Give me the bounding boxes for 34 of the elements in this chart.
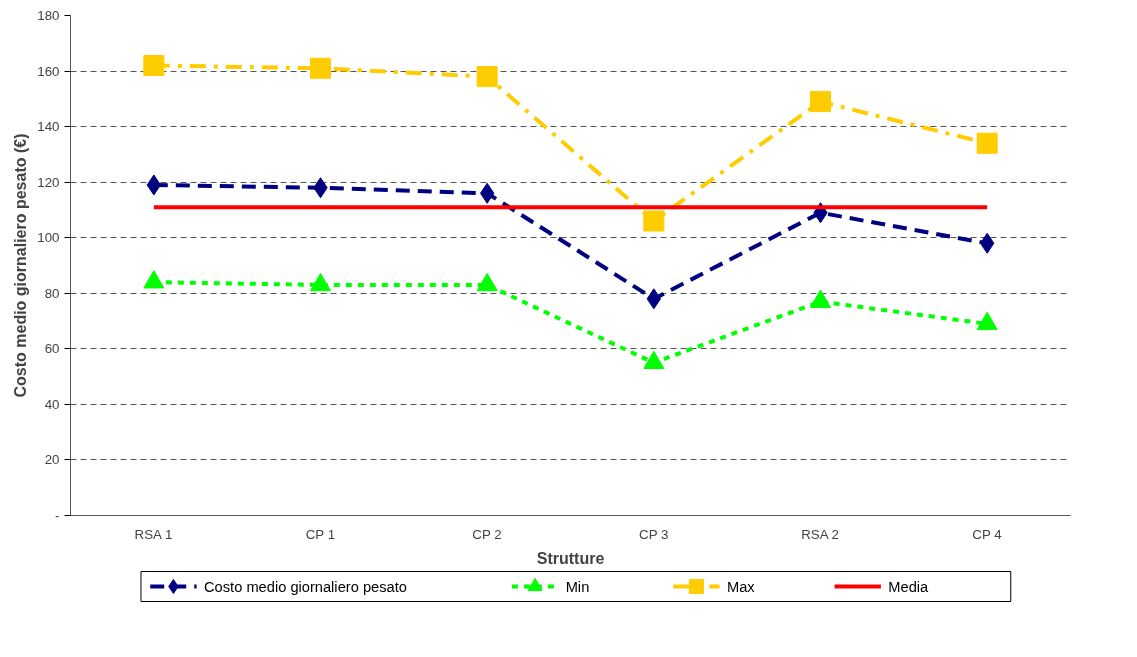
point [810,91,831,113]
y-tick-label: 120 [37,174,60,190]
y-tick-label: 80 [44,285,60,301]
point [643,210,665,232]
legend-label: Costo medio giornaliero pesato [204,578,407,595]
x-tick-label: RSA 1 [134,526,173,542]
x-tick-label: CP 1 [305,526,336,542]
x-tick-label: CP 4 [972,526,1003,542]
x-tick-label: CP 3 [639,526,669,542]
point [643,350,665,369]
legend-label: Media [888,578,930,595]
y-tick-label: 180 [37,8,60,23]
x-tick-label: RSA 2 [801,526,840,542]
y-tick-label: 20 [44,452,60,468]
y-tick-label: - [55,508,60,523]
point [476,66,498,88]
x-axis-title: Strutture [536,549,605,567]
legend-label: Min [565,578,590,595]
point [810,289,831,308]
point [976,132,998,154]
point [143,55,165,76]
y-tick-label: 160 [37,63,60,79]
point [976,311,998,331]
point [476,272,498,292]
point [310,272,331,292]
point [143,270,165,289]
y-tick-label: 100 [37,230,60,246]
y-tick-label: 40 [44,396,60,412]
y-tick-label: 140 [37,119,60,135]
point [310,57,331,79]
y-tick-label: 60 [44,341,60,357]
x-tick-label: CP 2 [472,526,502,542]
legend-label: Max [727,578,756,595]
y-axis-title: Costo medio giornaliero pesato (€) [12,133,30,398]
